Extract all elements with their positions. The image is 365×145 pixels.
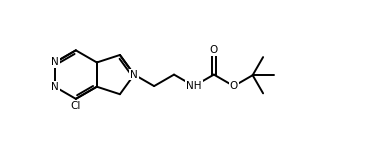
Text: O: O	[210, 45, 218, 55]
Text: N: N	[51, 57, 59, 67]
Text: NH: NH	[186, 81, 202, 91]
Text: O: O	[230, 81, 238, 91]
Text: Cl: Cl	[71, 101, 81, 111]
Text: N: N	[51, 82, 59, 92]
Text: N: N	[130, 70, 138, 80]
